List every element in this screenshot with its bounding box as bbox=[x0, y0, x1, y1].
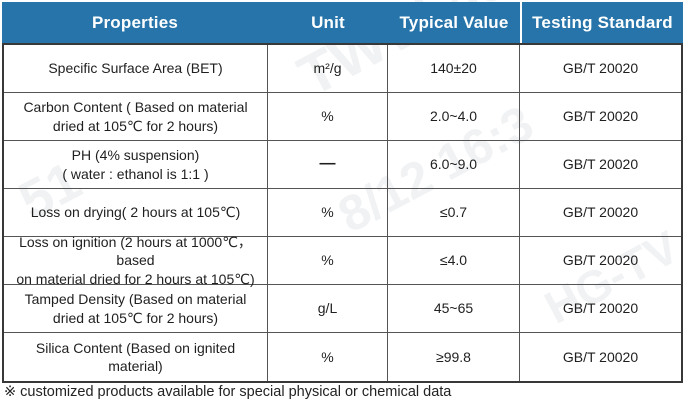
footnote: ※ customized products available for spec… bbox=[4, 384, 452, 400]
unit-cell: m²/g bbox=[268, 45, 388, 93]
column-header-properties: Properties bbox=[91, 12, 179, 32]
table-body: Specific Surface Area (BET) m²/g 140±20 … bbox=[2, 43, 683, 383]
unit-cell: % bbox=[268, 237, 388, 285]
typical-value-cell: 2.0~4.0 bbox=[388, 93, 520, 141]
testing-standard-cell: GB/T 20020 bbox=[520, 93, 681, 141]
property-cell: Tamped Density (Based on material dried … bbox=[4, 285, 268, 333]
typical-value-cell: ≥99.8 bbox=[388, 333, 520, 381]
typical-value-cell: 45~65 bbox=[388, 285, 520, 333]
unit-cell: % bbox=[268, 189, 388, 237]
property-cell: PH (4% suspension) ( water : ethanol is … bbox=[4, 141, 268, 189]
column-header-testing-standard: Testing Standard bbox=[520, 2, 683, 43]
typical-value-cell: 140±20 bbox=[388, 45, 520, 93]
property-cell: Carbon Content ( Based on material dried… bbox=[4, 93, 268, 141]
typical-value-cell: ≤4.0 bbox=[388, 237, 520, 285]
testing-standard-cell: GB/T 20020 bbox=[562, 348, 639, 365]
property-cell: Loss on drying( 2 hours at 105℃) bbox=[4, 189, 268, 237]
testing-standard-cell: GB/T 20020 bbox=[520, 237, 681, 285]
property-cell: Silica Content (Based on ignited materia… bbox=[4, 333, 268, 381]
typical-value-cell: ≤0.7 bbox=[388, 189, 520, 237]
testing-standard-cell: GB/T 20020 bbox=[520, 189, 681, 237]
unit-cell: g/L bbox=[268, 285, 388, 333]
column-header-unit: Unit bbox=[311, 12, 345, 32]
testing-standard-cell: GB/T 20020 bbox=[520, 285, 681, 333]
unit-cell: — bbox=[268, 141, 388, 189]
unit-cell: % bbox=[268, 333, 388, 381]
testing-standard-cell: GB/T 20020 bbox=[520, 141, 681, 189]
property-cell: Loss on ignition (2 hours at 1000℃，based… bbox=[4, 234, 268, 287]
property-cell: Specific Surface Area (BET) bbox=[4, 45, 268, 93]
typical-value-cell: 6.0~9.0 bbox=[388, 141, 520, 189]
unit-cell: % bbox=[268, 93, 388, 141]
testing-standard-cell: GB/T 20020 bbox=[520, 45, 681, 93]
column-header-typical-value: Typical Value bbox=[399, 12, 509, 32]
table-header-row: Properties Unit Typical Value Testing St… bbox=[2, 2, 683, 43]
